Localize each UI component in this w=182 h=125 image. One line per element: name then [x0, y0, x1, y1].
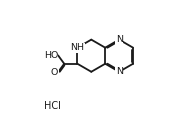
Text: O: O [51, 68, 58, 77]
Text: NH: NH [70, 43, 84, 52]
Text: N: N [116, 67, 123, 76]
Text: N: N [116, 35, 123, 44]
Text: HO: HO [44, 51, 58, 60]
Text: HCl: HCl [44, 101, 61, 111]
